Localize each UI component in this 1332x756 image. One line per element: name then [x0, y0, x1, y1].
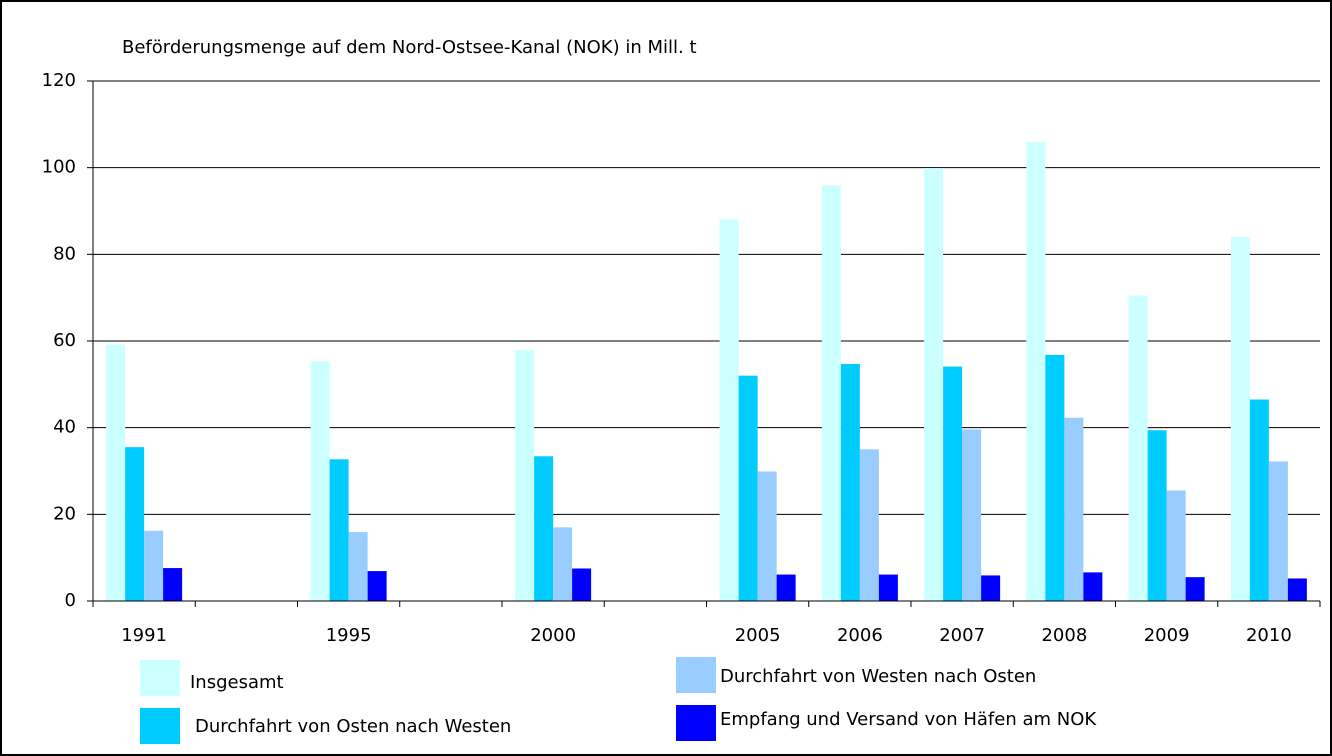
bar — [1166, 490, 1186, 601]
bar — [1287, 578, 1307, 601]
bar — [821, 185, 841, 601]
legend-label: Durchfahrt von Westen nach Osten — [720, 666, 1036, 687]
legend-swatch — [676, 705, 716, 741]
bar — [515, 350, 535, 601]
bar — [1026, 142, 1046, 601]
bar — [1064, 417, 1084, 601]
bar — [572, 568, 592, 601]
bar — [1185, 577, 1205, 601]
bar — [144, 530, 164, 601]
x-tick-label: 2006 — [837, 625, 883, 646]
legend-label: Insgesamt — [190, 672, 284, 693]
legend-swatch — [140, 660, 180, 696]
bar — [1083, 572, 1103, 601]
bar — [1045, 354, 1065, 601]
y-tick-label: 80 — [53, 243, 76, 264]
y-tick-label: 20 — [53, 503, 76, 524]
legend-swatch — [676, 657, 716, 693]
x-tick-label: 2008 — [1041, 625, 1087, 646]
bar — [1230, 237, 1250, 601]
bar — [757, 471, 777, 601]
bar — [1268, 461, 1288, 601]
x-tick-label: 1991 — [121, 625, 167, 646]
bar — [924, 168, 944, 601]
bar — [534, 456, 554, 601]
y-tick-label: 0 — [65, 590, 76, 611]
bar — [348, 532, 368, 601]
bar — [125, 447, 145, 601]
bar — [840, 363, 860, 601]
bar — [106, 344, 126, 601]
bar — [310, 361, 330, 601]
y-tick-label: 60 — [53, 330, 76, 351]
bar — [776, 574, 796, 601]
x-tick-label: 2010 — [1246, 625, 1292, 646]
bar — [981, 575, 1001, 601]
bar — [719, 219, 739, 601]
x-tick-label: 2007 — [939, 625, 985, 646]
bar — [367, 571, 387, 601]
x-tick-label: 2009 — [1144, 625, 1190, 646]
bar — [163, 568, 183, 601]
chart-title: Beförderungsmenge auf dem Nord-Ostsee-Ka… — [122, 37, 697, 58]
bar — [878, 574, 898, 601]
x-tick-label: 2005 — [735, 625, 781, 646]
y-tick-label: 120 — [42, 70, 76, 91]
bar — [329, 459, 349, 601]
x-tick-label: 1995 — [326, 625, 372, 646]
bar — [738, 375, 758, 601]
bar — [943, 366, 963, 601]
y-tick-label: 40 — [53, 417, 76, 438]
x-tick-label: 2000 — [530, 625, 576, 646]
bar — [962, 429, 982, 601]
bar — [1249, 399, 1269, 601]
bar — [553, 527, 573, 601]
bar — [859, 449, 879, 601]
legend-swatch — [140, 708, 180, 744]
legend-label: Durchfahrt von Osten nach Westen — [195, 716, 511, 737]
bar — [1147, 430, 1167, 601]
y-tick-label: 100 — [42, 157, 76, 178]
legend-label: Empfang und Versand von Häfen am NOK — [720, 709, 1097, 730]
bar — [1128, 295, 1148, 601]
